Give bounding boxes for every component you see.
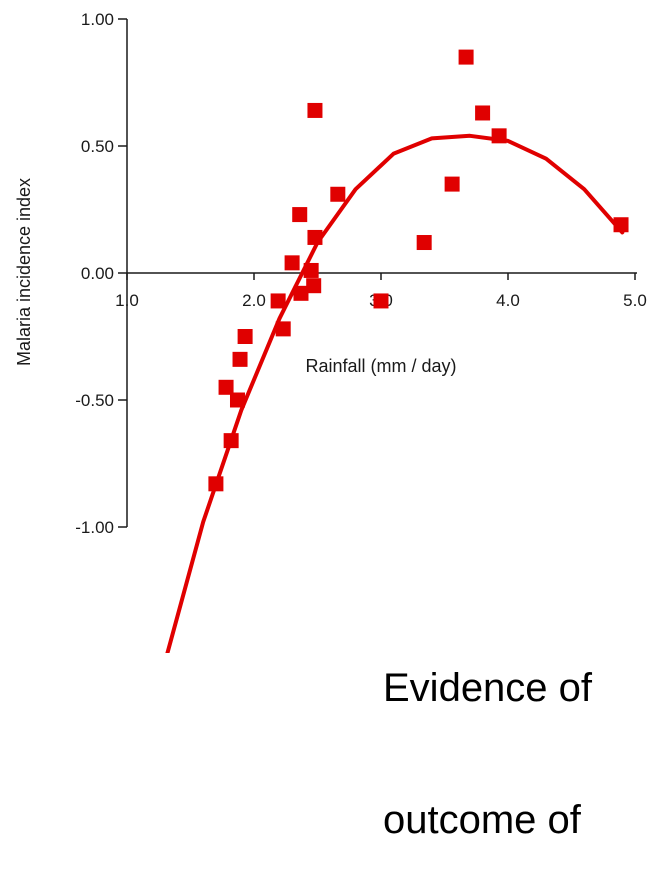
data-point xyxy=(491,128,507,144)
data-point xyxy=(270,293,286,309)
data-point xyxy=(307,229,323,245)
data-points-layer xyxy=(208,49,629,492)
data-point xyxy=(229,392,245,408)
data-point xyxy=(330,186,346,202)
malaria-rainfall-chart: 1.000.500.00-0.50-1.00 1.02.03.04.05.0 M… xyxy=(14,10,647,653)
data-point xyxy=(292,207,308,223)
x-tick-label: 1.0 xyxy=(115,291,139,310)
caption-line-1: Evidence of xyxy=(383,666,593,710)
x-tick-label: 2.0 xyxy=(242,291,266,310)
data-point xyxy=(475,105,491,121)
data-point xyxy=(275,321,291,337)
data-point xyxy=(306,278,322,294)
data-point xyxy=(237,329,253,344)
data-point xyxy=(373,293,389,309)
slide-caption: Evidence of outcome of xyxy=(383,578,592,886)
y-axis-title: Malaria incidence index xyxy=(14,178,34,366)
y-axis-ticks: 1.00 0.50 0.00 -0.50 -1.00 xyxy=(75,10,127,537)
data-point xyxy=(416,235,432,251)
y-tick-label: -0.50 xyxy=(75,391,114,410)
caption-line-2: outcome of xyxy=(383,798,581,842)
data-point xyxy=(293,285,309,301)
y-tick-label: 1.00 xyxy=(81,10,114,29)
fit-curve xyxy=(165,133,625,653)
data-point xyxy=(444,176,460,192)
y-tick-label: 0.00 xyxy=(81,264,114,283)
data-point xyxy=(232,351,248,367)
fit-curve-layer xyxy=(165,133,625,653)
data-point xyxy=(613,217,629,233)
data-point xyxy=(223,433,239,449)
data-point xyxy=(208,476,224,492)
data-point xyxy=(307,102,323,118)
x-tick-label: 4.0 xyxy=(496,291,520,310)
y-tick-label: 0.50 xyxy=(81,137,114,156)
data-point xyxy=(303,262,319,278)
x-tick-label: 5.0 xyxy=(623,291,647,310)
data-point xyxy=(458,49,474,65)
data-point xyxy=(284,255,300,271)
data-point xyxy=(218,379,234,395)
y-tick-label: -1.00 xyxy=(75,518,114,537)
x-axis-title: Rainfall (mm / day) xyxy=(305,356,456,376)
